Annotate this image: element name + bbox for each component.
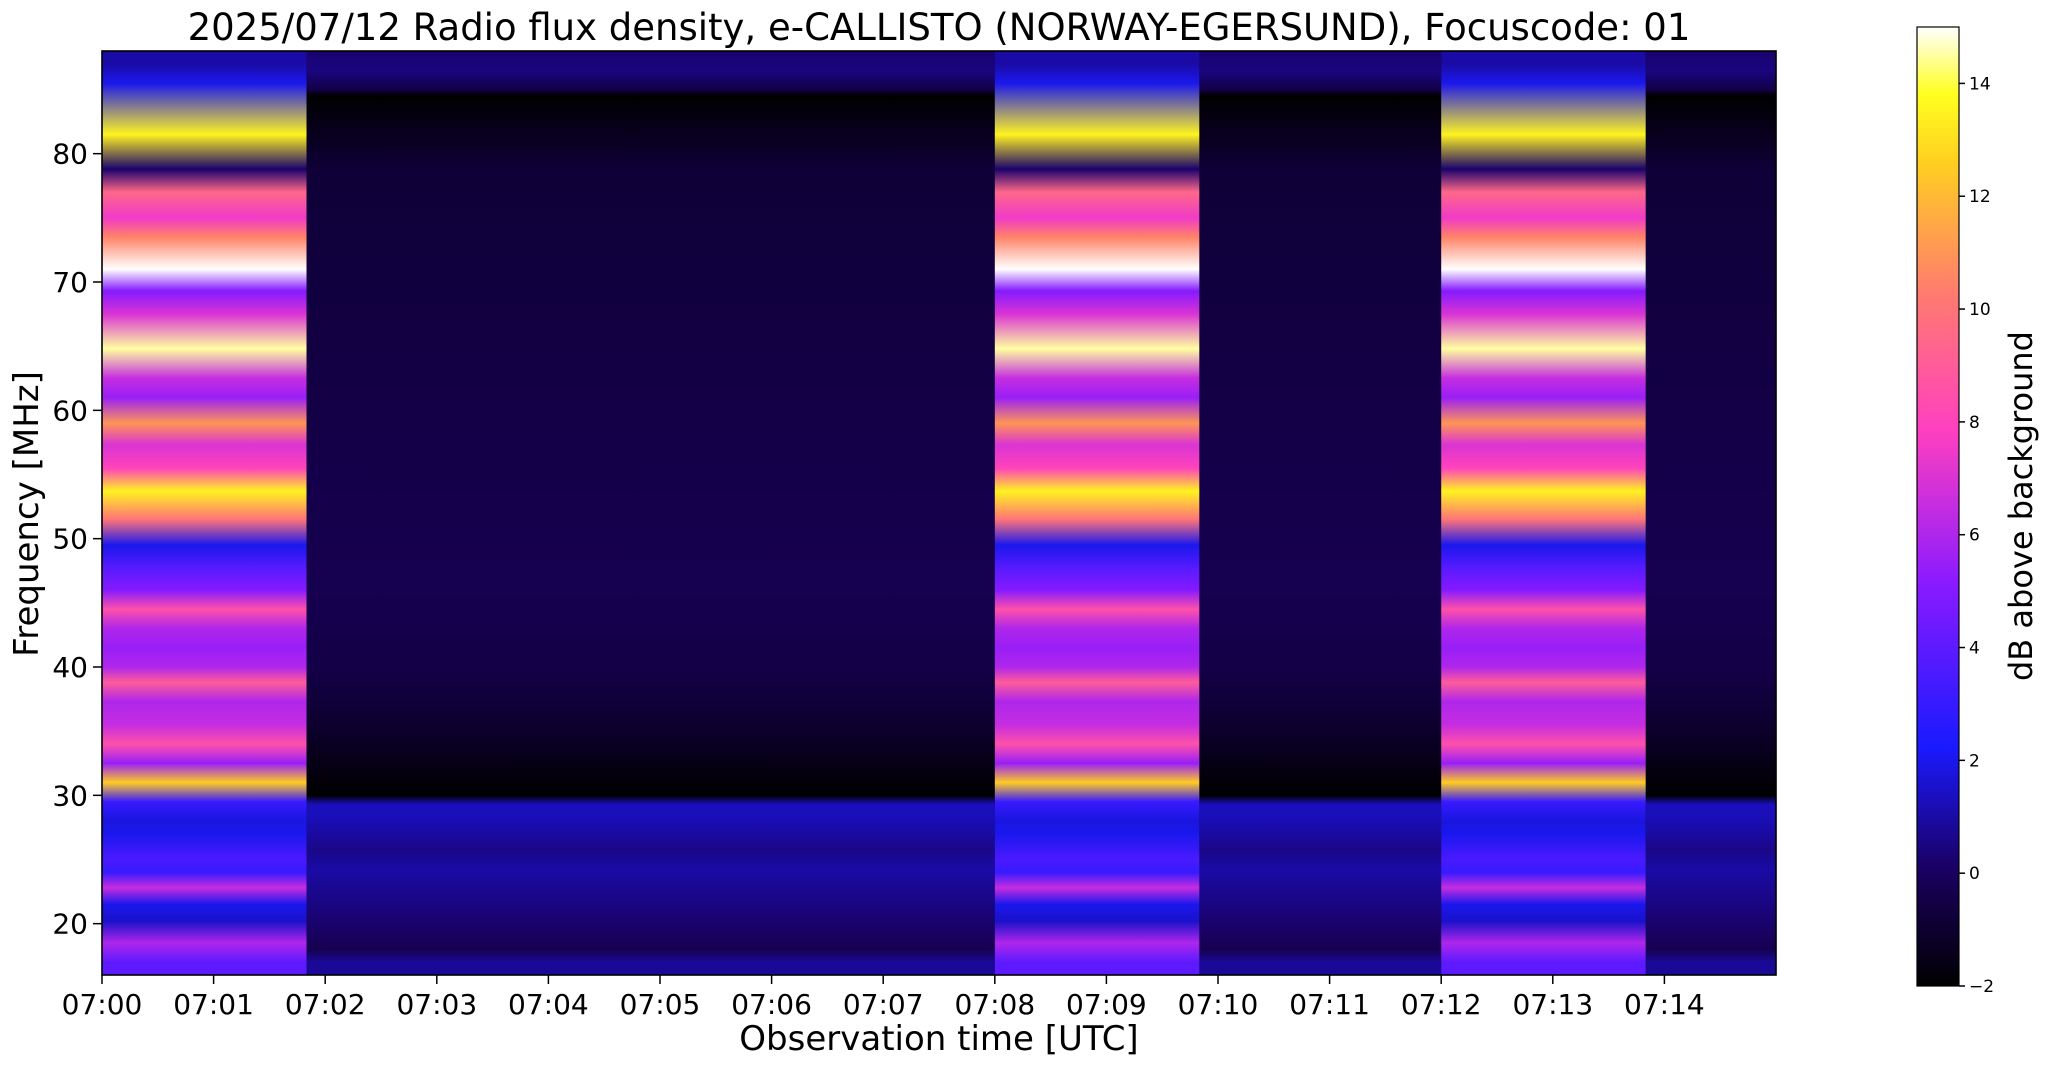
colorbar-tick-label: −2 [1969, 977, 1994, 997]
x-tick-label: 07:04 [508, 988, 589, 1021]
spectrogram-segment-2-background [306, 51, 995, 975]
x-tick-label: 07:06 [731, 988, 812, 1021]
x-tick-label: 07:03 [396, 988, 477, 1021]
x-tick-label: 07:02 [285, 988, 366, 1021]
y-axis: 20 30 40 50 60 70 80 [52, 138, 102, 941]
y-tick-label: 30 [52, 779, 88, 812]
spectrogram-segment-5-calibration [1441, 51, 1646, 975]
spectrogram-plot-area [102, 51, 1776, 975]
plot-frame [101, 50, 1777, 976]
x-tick-label: 07:11 [1289, 988, 1370, 1021]
spectrogram-segment-3-calibration [994, 51, 1200, 975]
colorbar-tick-label: 8 [1969, 413, 1980, 433]
y-tick-label: 80 [52, 138, 88, 171]
colorbar-tick-label: 4 [1969, 639, 1980, 659]
y-tick-label: 60 [52, 394, 88, 427]
colorbar-tick-label: 12 [1969, 187, 1991, 207]
colorbar-tick-label: 14 [1969, 74, 1991, 94]
colorbar [1916, 26, 1960, 987]
y-tick-label: 50 [52, 523, 88, 556]
y-axis-label: Frequency [MHz] [7, 371, 47, 657]
colorbar-tick-label: 10 [1969, 300, 1991, 320]
x-tick-label: 07:10 [1178, 988, 1259, 1021]
x-tick-label: 07:01 [173, 988, 254, 1021]
spectrogram-segment-6-background [1645, 51, 1776, 975]
y-tick-label: 20 [52, 908, 88, 941]
colorbar-axis: −2 0 2 4 6 8 10 12 14 [1959, 74, 1994, 997]
spectrogram-segment-4-background [1199, 51, 1442, 975]
x-tick-label: 07:00 [62, 988, 143, 1021]
colorbar-label: dB above background [2002, 331, 2040, 681]
x-tick-label: 07:13 [1512, 988, 1593, 1021]
x-tick-label: 07:07 [843, 988, 924, 1021]
y-tick-label: 40 [52, 651, 88, 684]
x-tick-label: 07:12 [1401, 988, 1482, 1021]
x-tick-label: 07:14 [1624, 988, 1705, 1021]
colorbar-tick-label: 0 [1969, 864, 1980, 884]
chart-title: 2025/07/12 Radio flux density, e-CALLIST… [188, 6, 1691, 49]
y-tick-label: 70 [52, 266, 88, 299]
x-tick-label: 07:08 [954, 988, 1035, 1021]
x-axis: 07:00 07:01 07:02 07:03 07:04 07:05 07:06 07:07… [62, 975, 1705, 1021]
colorbar-tick-label: 6 [1969, 526, 1980, 546]
x-tick-label: 07:05 [620, 988, 701, 1021]
x-tick-label: 07:09 [1066, 988, 1147, 1021]
spectrogram-segment-1-calibration [102, 51, 307, 975]
x-axis-label: Observation time [UTC] [739, 1019, 1138, 1059]
colorbar-tick-label: 2 [1969, 751, 1980, 771]
